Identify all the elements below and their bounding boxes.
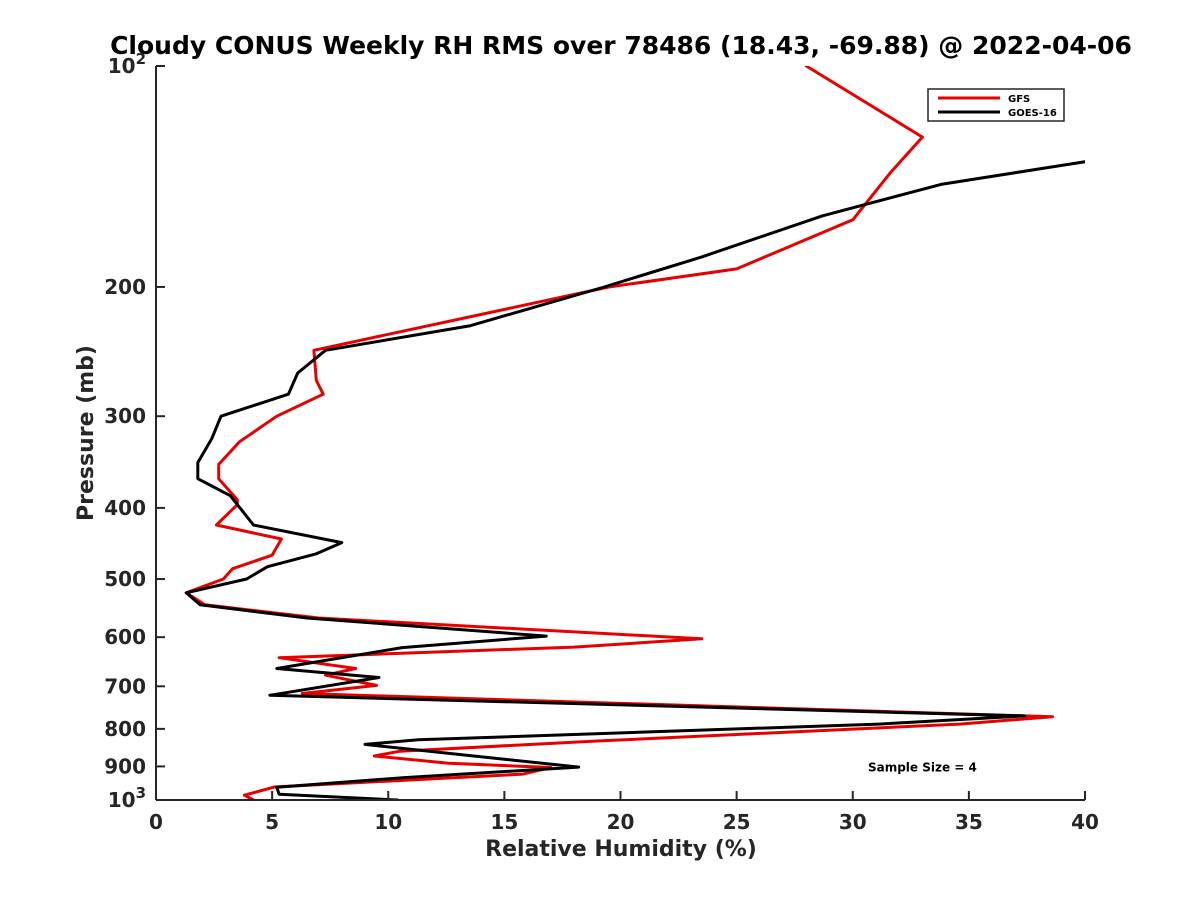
x-tick-label: 40 [1071,810,1099,834]
y-tick-label: 103 [108,784,146,812]
y-tick-label: 400 [104,496,146,520]
x-tick-label: 15 [490,810,518,834]
legend: GFS GOES-16 [927,88,1065,122]
y-tick-label: 300 [104,404,146,428]
chart-title: Cloudy CONUS Weekly RH RMS over 78486 (1… [110,31,1132,60]
y-tick-label: 700 [104,674,146,698]
y-tick-label: 600 [104,625,146,649]
x-tick-label: 25 [723,810,751,834]
y-tick-label: 800 [104,717,146,741]
ticks-layer: 0 5 10 15 20 25 30 35 40 102 200 300 400 500 600 700 800… [104,50,1099,834]
x-tick-label: 30 [839,810,867,834]
y-tick-label: 500 [104,567,146,591]
legend-box [927,88,1065,122]
x-tick-label: 5 [265,810,279,834]
series-layer [184,66,1085,800]
sample-size-annotation: Sample Size = 4 [868,760,977,774]
y-tick-label: 200 [104,275,146,299]
x-tick-label: 35 [955,810,983,834]
y-tick-label: 900 [104,754,146,778]
legend-label-gfs: GFS [1008,94,1030,105]
y-axis-label: Pressure (mb) [74,345,99,521]
x-tick-label: 10 [374,810,402,834]
x-tick-label: 0 [149,810,163,834]
x-axis-label: Relative Humidity (%) [485,837,757,862]
legend-label-goes-16: GOES-16 [1008,108,1057,119]
x-tick-label: 20 [607,810,635,834]
plot-area: 0 5 10 15 20 25 30 35 40 102 200 300 400 500 600 700 800… [104,50,1099,834]
series-line-goes-16 [184,160,1085,800]
y-tick-label: 102 [108,50,146,78]
